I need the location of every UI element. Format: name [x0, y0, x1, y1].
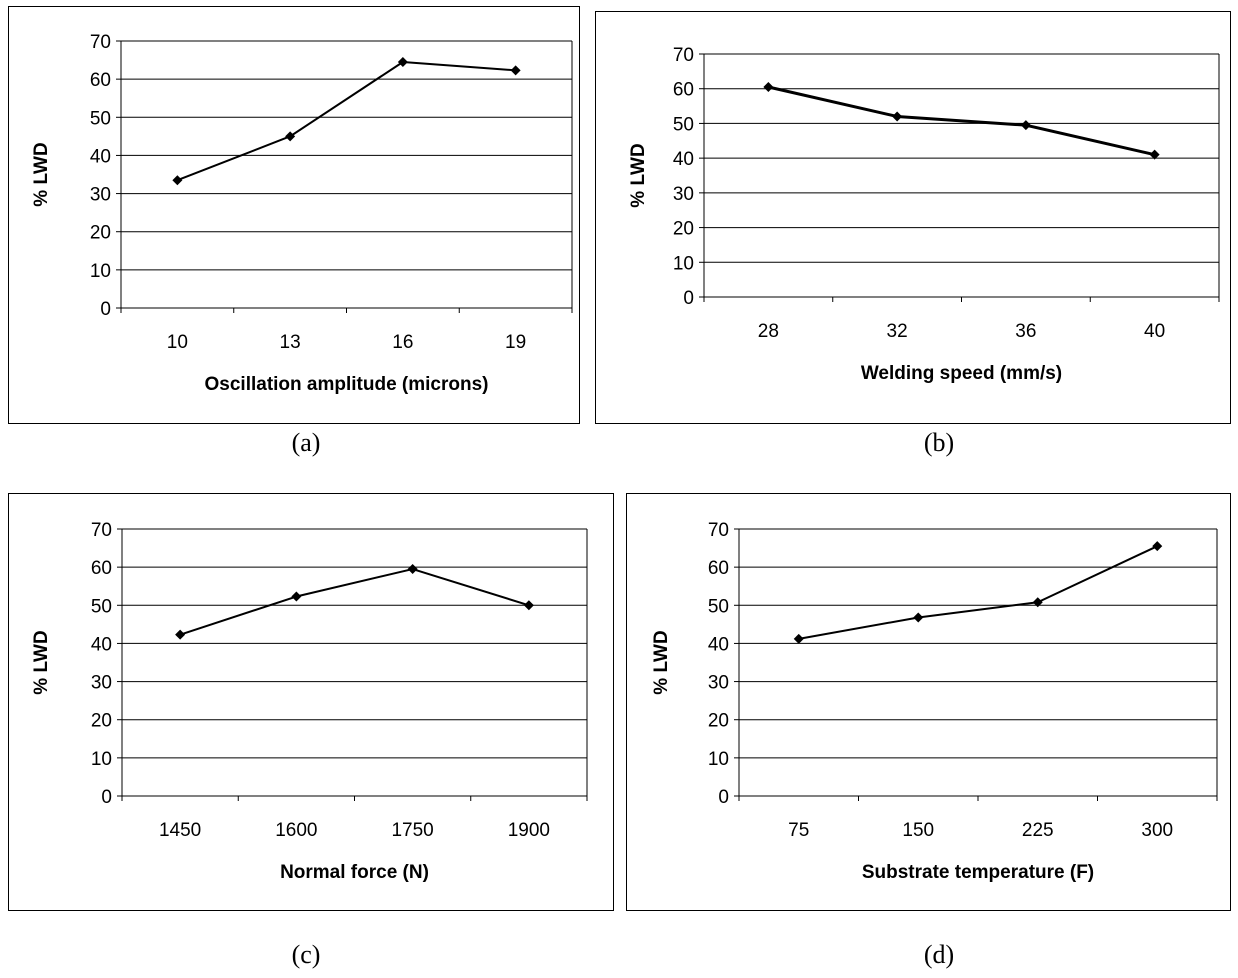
x-tick-label: 225 — [1022, 820, 1054, 841]
data-point — [1032, 597, 1043, 608]
line-chart-b: 0 10 20 30 40 50 60 70 28 32 36 40 Welding speed (mm… — [628, 45, 1220, 384]
data-point — [1149, 149, 1160, 160]
data-point — [407, 564, 418, 575]
y-tick-label: 20 — [90, 223, 111, 244]
x-tick-label: 19 — [505, 332, 526, 353]
y-tick-label: 10 — [673, 253, 694, 274]
data-point — [793, 633, 804, 644]
y-tick-label: 50 — [673, 114, 694, 135]
y-tick-label: 40 — [90, 146, 111, 167]
y-tick-label: 40 — [91, 634, 112, 655]
y-axis-title: % LWD — [651, 630, 672, 694]
x-axis-title: Oscillation amplitude (microns) — [205, 374, 489, 395]
data-point — [397, 56, 408, 67]
y-tick-label: 50 — [90, 108, 111, 129]
x-tick-label: 1750 — [391, 820, 433, 841]
y-tick-label: 0 — [100, 299, 111, 320]
line-chart-d: 0 10 20 30 40 50 60 70 75 150 225 300 Substrate temp… — [651, 520, 1218, 883]
x-tick-label: 36 — [1015, 321, 1036, 342]
caption-c: (c) — [291, 940, 321, 969]
y-tick-label: 50 — [708, 596, 729, 617]
y-tick-label: 60 — [91, 558, 112, 579]
x-axis-title: Normal force (N) — [280, 862, 429, 883]
y-tick-label: 70 — [91, 520, 112, 541]
data-point — [913, 612, 924, 623]
x-tick-label: 40 — [1144, 321, 1165, 342]
x-tick-label: 1900 — [508, 820, 550, 841]
chart-panel-c: 0 10 20 30 40 50 60 70 1450 1600 1750 1900 Normal fo… — [8, 493, 614, 911]
series-line — [177, 60, 516, 182]
data-point — [510, 65, 521, 76]
y-tick-label: 10 — [90, 261, 111, 282]
y-tick-label: 50 — [91, 596, 112, 617]
data-point — [892, 111, 903, 122]
data-point — [285, 131, 296, 142]
y-tick-label: 20 — [673, 219, 694, 240]
caption-b: (b) — [923, 428, 955, 457]
x-tick-label: 16 — [392, 332, 413, 353]
y-tick-label: 30 — [673, 184, 694, 205]
x-tick-label: 150 — [902, 820, 934, 841]
x-axis-title: Substrate temperature (F) — [862, 862, 1094, 883]
y-tick-label: 30 — [91, 673, 112, 694]
x-tick-label: 10 — [167, 332, 188, 353]
data-point — [175, 629, 186, 640]
series-line — [179, 568, 530, 636]
y-tick-label: 10 — [708, 749, 729, 770]
series-line — [798, 545, 1158, 640]
data-point — [1020, 120, 1031, 131]
y-tick-label: 30 — [708, 673, 729, 694]
y-tick-label: 60 — [90, 70, 111, 91]
y-axis-title: % LWD — [628, 143, 649, 207]
x-tick-label: 300 — [1141, 820, 1173, 841]
y-tick-label: 0 — [718, 787, 729, 808]
data-point — [763, 81, 774, 92]
chart-panel-a: 0 10 20 30 40 50 60 70 10 13 16 19 Oscillation ampli… — [8, 6, 580, 424]
y-tick-label: 70 — [673, 45, 694, 66]
y-tick-label: 20 — [91, 711, 112, 732]
chart-panel-b: 0 10 20 30 40 50 60 70 28 32 36 40 Welding speed (mm… — [595, 11, 1231, 424]
y-tick-label: 70 — [708, 520, 729, 541]
y-tick-label: 10 — [91, 749, 112, 770]
x-tick-label: 1600 — [275, 820, 317, 841]
x-tick-label: 32 — [887, 321, 908, 342]
chart-panel-d: 0 10 20 30 40 50 60 70 75 150 225 300 Substrate temp… — [626, 493, 1231, 911]
y-tick-label: 30 — [90, 185, 111, 206]
data-point — [291, 591, 302, 602]
y-tick-label: 20 — [708, 711, 729, 732]
data-point — [1152, 541, 1163, 552]
x-axis-title: Welding speed (mm/s) — [861, 363, 1062, 384]
y-tick-label: 0 — [101, 787, 112, 808]
x-tick-label: 13 — [280, 332, 301, 353]
series-line — [768, 85, 1155, 157]
y-tick-label: 60 — [673, 80, 694, 101]
y-tick-label: 60 — [708, 558, 729, 579]
x-tick-label: 75 — [788, 820, 809, 841]
x-tick-label: 1450 — [159, 820, 201, 841]
caption-a: (a) — [291, 428, 321, 457]
y-tick-label: 70 — [90, 32, 111, 53]
y-axis-title: % LWD — [31, 630, 52, 694]
y-tick-label: 0 — [683, 288, 694, 309]
line-chart-a: 0 10 20 30 40 50 60 70 10 13 16 19 Oscillation ampli… — [31, 32, 573, 395]
line-chart-c: 0 10 20 30 40 50 60 70 1450 1600 1750 1900 Normal fo… — [31, 520, 588, 883]
x-tick-label: 28 — [758, 321, 779, 342]
caption-d: (d) — [923, 940, 955, 969]
y-tick-label: 40 — [708, 634, 729, 655]
y-tick-label: 40 — [673, 149, 694, 170]
data-point — [172, 175, 183, 186]
data-point — [523, 600, 534, 611]
y-axis-title: % LWD — [31, 142, 52, 206]
